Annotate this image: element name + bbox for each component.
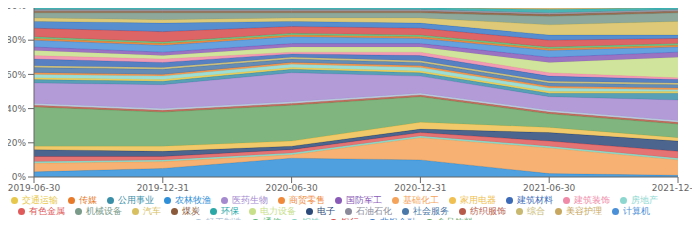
html-text:医药生物: 医药生物 bbox=[231, 195, 268, 205]
html-text:计算机: 计算机 bbox=[623, 206, 650, 216]
svg-text:2019-06-30: 2019-06-30 bbox=[8, 183, 60, 193]
html-text:商贸零售: 商贸零售 bbox=[288, 195, 325, 205]
html-text:建筑装饰: 建筑装饰 bbox=[573, 195, 610, 205]
html-text:交通运输: 交通运输 bbox=[21, 195, 58, 205]
html-text:机械设备: 机械设备 bbox=[86, 206, 122, 216]
svg-text:100%: 100% bbox=[8, 8, 26, 11]
html-text:电子: 电子 bbox=[317, 206, 335, 216]
html-text:轻工制造: 轻工制造 bbox=[206, 217, 242, 227]
html-text:石油石化: 石油石化 bbox=[356, 206, 392, 216]
html-text:食品饮料: 食品饮料 bbox=[437, 217, 473, 227]
svg-text:20%: 20% bbox=[8, 138, 26, 148]
html-text:社会服务: 社会服务 bbox=[413, 206, 449, 216]
svg-text:0%: 0% bbox=[12, 172, 27, 182]
html-text:汽车: 汽车 bbox=[143, 206, 161, 216]
html-text:公用事业: 公用事业 bbox=[117, 195, 154, 205]
html-text:房地产: 房地产 bbox=[630, 195, 658, 205]
html-text:电力设备: 电力设备 bbox=[260, 206, 296, 216]
html-text:钢铁: 钢铁 bbox=[302, 217, 320, 227]
svg-text:80%: 80% bbox=[8, 35, 26, 45]
svg-text:60%: 60% bbox=[8, 70, 26, 80]
html-text:基础化工: 基础化工 bbox=[402, 195, 439, 205]
html-text:国防军工: 国防军工 bbox=[345, 195, 382, 205]
svg-text:2020-12-31: 2020-12-31 bbox=[394, 183, 446, 193]
svg-text:2020-06-30: 2020-06-30 bbox=[265, 183, 318, 193]
html-text:煤炭: 煤炭 bbox=[182, 206, 200, 216]
html-text:美容护理: 美容护理 bbox=[566, 206, 602, 216]
html-text:银行: 银行 bbox=[341, 217, 359, 227]
svg-text:2019-12-31: 2019-12-31 bbox=[137, 183, 189, 193]
svg-text:2021-06-30: 2021-06-30 bbox=[523, 183, 576, 193]
html-text:有色金属: 有色金属 bbox=[29, 206, 65, 216]
html-text:农林牧渔: 农林牧渔 bbox=[174, 195, 211, 205]
html-text:家用电器: 家用电器 bbox=[459, 195, 496, 205]
svg-text:2021-12-31: 2021-12-31 bbox=[652, 183, 692, 193]
html-text:环保: 环保 bbox=[221, 206, 239, 216]
html-text:非银金融: 非银金融 bbox=[380, 217, 416, 227]
html-text:通信: 通信 bbox=[263, 217, 281, 227]
svg-text:40%: 40% bbox=[8, 104, 26, 114]
html-text:综合: 综合 bbox=[527, 206, 545, 216]
html-text:传媒: 传媒 bbox=[78, 195, 97, 205]
html-text:建筑材料: 建筑材料 bbox=[516, 195, 553, 205]
html-text:纺织服饰: 纺织服饰 bbox=[470, 206, 506, 216]
